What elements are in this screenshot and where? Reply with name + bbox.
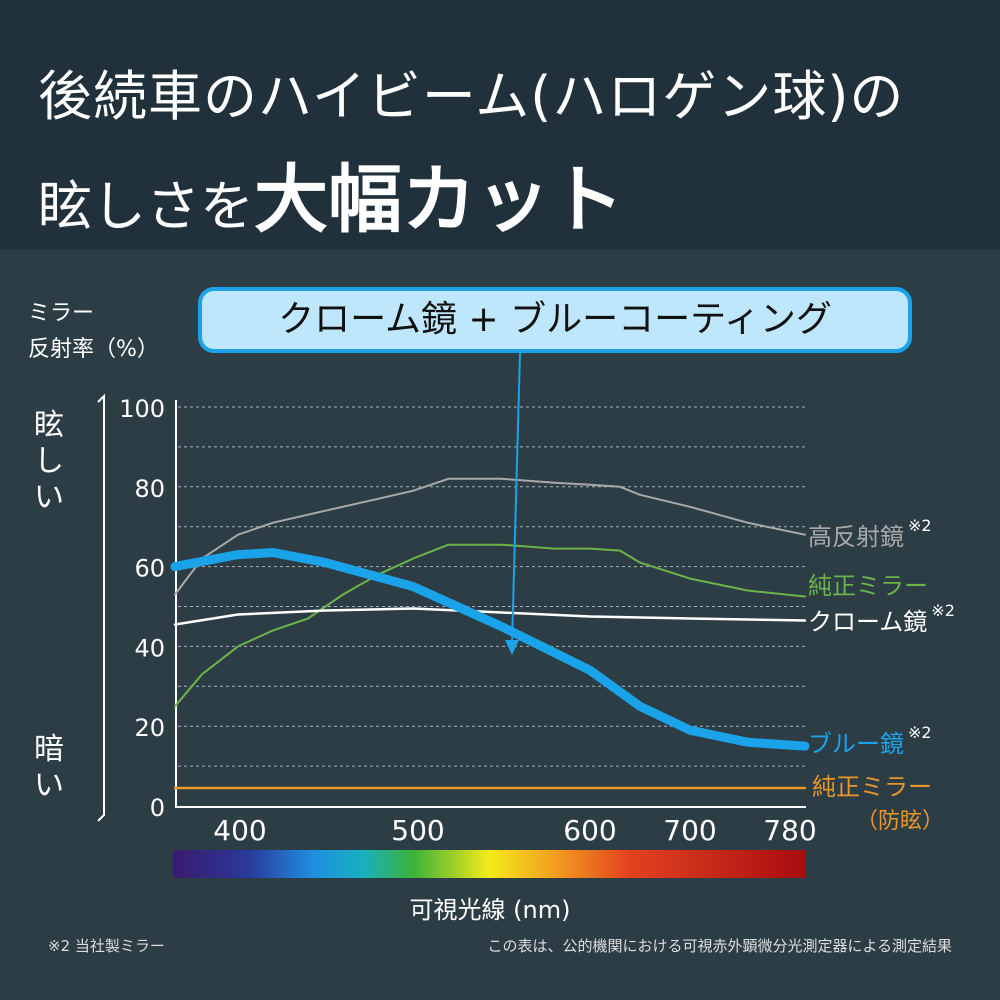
- callout: クローム鏡 + ブルーコーティング: [198, 287, 912, 353]
- x-tick-label: 600: [563, 814, 616, 847]
- glare-label: 眩しい: [34, 408, 64, 515]
- x-tick-label: 400: [213, 814, 266, 847]
- y-title-2: 反射率（%）: [28, 337, 159, 362]
- arrow-head: [505, 640, 519, 655]
- dark-label: 暗い: [34, 732, 64, 803]
- series-label: 純正ミラー: [808, 572, 928, 600]
- footnote-right: この表は、公的機関における可視赤外顕微分光測定器による測定結果: [487, 937, 952, 955]
- glare-scale-bracket: [97, 393, 105, 822]
- y-axis-title: ミラー反射率（%）: [28, 296, 159, 368]
- series-note: ※2: [908, 516, 932, 535]
- footnote-left: ※2 当社製ミラー: [48, 937, 165, 955]
- x-tick-label: 780: [763, 814, 816, 847]
- series-note: ※2: [908, 723, 932, 742]
- x-axis-title: 可視光線 (nm): [410, 896, 571, 924]
- series-label: クローム鏡: [808, 608, 927, 636]
- series-line: [170, 548, 810, 751]
- callout-arrow: [511, 352, 521, 646]
- series-line: [174, 477, 806, 596]
- header: 後続車のハイビーム(ハロゲン球)の 眩しさを大幅カット: [0, 0, 1000, 250]
- y-tick-label: 40: [134, 634, 165, 662]
- series-note: ※2: [931, 601, 955, 620]
- series-label: ブルー鏡: [808, 730, 904, 758]
- y-tick-label: 60: [134, 555, 165, 583]
- y-tick-label: 100: [119, 395, 165, 423]
- x-tick-label: 700: [663, 814, 716, 847]
- y-tick-label: 20: [134, 714, 165, 742]
- visible-spectrum-bar: [173, 850, 806, 878]
- title-line2: 眩しさを大幅カット: [38, 140, 624, 247]
- title-emphasis: 大幅カット: [254, 157, 624, 243]
- y-tick-label: 80: [134, 475, 165, 503]
- title-line1: 後続車のハイビーム(ハロゲン球)の: [38, 65, 905, 128]
- title-prefix: 眩しさを: [38, 175, 254, 238]
- series-label: 純正ミラー: [812, 773, 932, 801]
- series-label: 高反射鏡: [808, 523, 904, 551]
- x-tick-label: 500: [391, 814, 444, 847]
- y-title-1: ミラー: [28, 301, 95, 326]
- y-tick-label: 0: [150, 794, 165, 822]
- series-note: （防眩）: [856, 809, 944, 834]
- series-line: [174, 543, 806, 708]
